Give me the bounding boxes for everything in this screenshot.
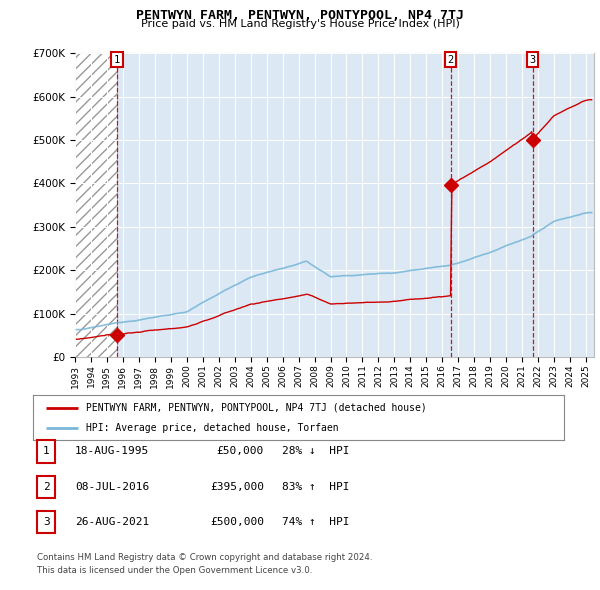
- Text: £50,000: £50,000: [217, 447, 264, 456]
- Text: PENTWYN FARM, PENTWYN, PONTYPOOL, NP4 7TJ: PENTWYN FARM, PENTWYN, PONTYPOOL, NP4 7T…: [136, 9, 464, 22]
- Text: Contains HM Land Registry data © Crown copyright and database right 2024.: Contains HM Land Registry data © Crown c…: [37, 553, 373, 562]
- Text: 3: 3: [43, 517, 50, 527]
- Text: 18-AUG-1995: 18-AUG-1995: [75, 447, 149, 456]
- Text: Price paid vs. HM Land Registry's House Price Index (HPI): Price paid vs. HM Land Registry's House …: [140, 19, 460, 30]
- Text: 1: 1: [43, 447, 50, 456]
- Bar: [75, 53, 117, 357]
- Text: 3: 3: [529, 55, 536, 65]
- Text: 2: 2: [43, 482, 50, 491]
- Text: 74% ↑  HPI: 74% ↑ HPI: [282, 517, 349, 527]
- Text: This data is licensed under the Open Government Licence v3.0.: This data is licensed under the Open Gov…: [37, 566, 313, 575]
- Text: 26-AUG-2021: 26-AUG-2021: [75, 517, 149, 527]
- Text: PENTWYN FARM, PENTWYN, PONTYPOOL, NP4 7TJ (detached house): PENTWYN FARM, PENTWYN, PONTYPOOL, NP4 7T…: [86, 403, 427, 412]
- Text: £500,000: £500,000: [210, 517, 264, 527]
- Text: HPI: Average price, detached house, Torfaen: HPI: Average price, detached house, Torf…: [86, 424, 339, 434]
- Text: £395,000: £395,000: [210, 482, 264, 491]
- Text: 2: 2: [448, 55, 454, 65]
- Text: 08-JUL-2016: 08-JUL-2016: [75, 482, 149, 491]
- Text: 1: 1: [114, 55, 120, 65]
- Text: 28% ↓  HPI: 28% ↓ HPI: [282, 447, 349, 456]
- Text: 83% ↑  HPI: 83% ↑ HPI: [282, 482, 349, 491]
